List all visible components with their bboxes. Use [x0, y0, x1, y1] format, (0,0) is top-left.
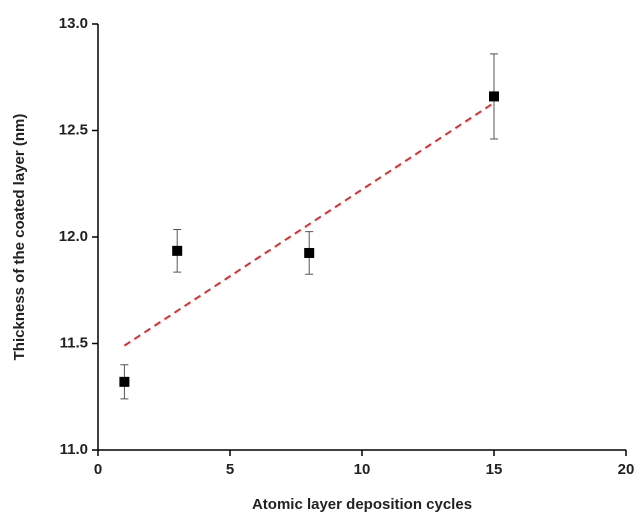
x-tick-label: 0: [94, 461, 102, 478]
y-tick-label: 12.0: [59, 228, 88, 245]
x-axis-label: Atomic layer deposition cycles: [252, 496, 472, 513]
fit-line: [123, 101, 495, 347]
x-tick-label: 10: [354, 461, 371, 478]
y-axis-label: Thickness of the coated layer (nm): [11, 114, 28, 361]
point: [172, 245, 183, 256]
y-tick-label: 13.0: [59, 15, 88, 32]
x-tick-label: 15: [486, 461, 503, 478]
point: [489, 91, 499, 102]
y-tick-label: 12.5: [59, 121, 88, 138]
y-tick-label: 11.0: [60, 441, 88, 458]
point: [304, 247, 315, 258]
point: [119, 376, 130, 387]
y-tick-label: 11.5: [60, 334, 88, 351]
x-tick-label: 20: [618, 461, 635, 478]
x-tick-label: 5: [226, 461, 234, 478]
